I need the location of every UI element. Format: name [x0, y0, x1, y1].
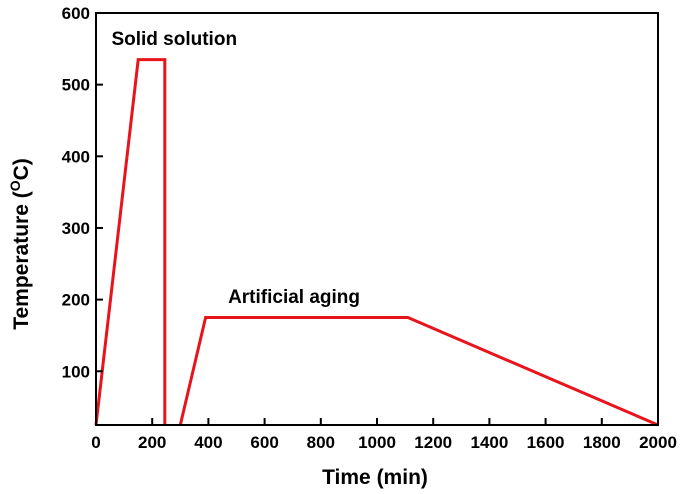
x-axis-ticks: 0 200 400 600 800 1000 1200 1400 1600 1800 2000 [91, 418, 677, 452]
y-axis-title-degree: O [7, 180, 23, 191]
annotation-1: Solid solution [111, 29, 237, 50]
y-tick-label: 300 [62, 219, 90, 238]
y-tick-label: 600 [62, 4, 90, 23]
series-line-2 [178, 316, 659, 427]
x-tick-label: 400 [194, 433, 222, 452]
plot-lines [94, 58, 659, 427]
x-tick-label: 0 [91, 433, 100, 452]
x-tick-label: 1200 [414, 433, 452, 452]
annotations: Solid solution Artificial aging [111, 29, 360, 308]
series-line-1 [94, 58, 167, 426]
x-tick-label: 1800 [583, 433, 621, 452]
x-tick-label: 2000 [639, 433, 677, 452]
x-tick-label: 200 [138, 433, 166, 452]
y-axis-ticks: 100 200 300 400 500 600 [62, 4, 103, 381]
y-axis-title-main: Temperature ( [10, 191, 33, 329]
x-tick-label: 1600 [527, 433, 565, 452]
x-tick-label: 1400 [470, 433, 508, 452]
y-tick-label: 200 [62, 291, 90, 310]
y-axis-title: Temperature (OC) [7, 158, 33, 330]
x-axis-title: Time (min) [322, 466, 428, 489]
x-tick-label: 600 [250, 433, 278, 452]
y-axis-title-end: C) [10, 158, 33, 180]
x-tick-label: 800 [307, 433, 335, 452]
y-tick-label: 100 [62, 362, 90, 381]
y-tick-label: 500 [62, 76, 90, 95]
annotation-2: Artificial aging [228, 287, 360, 308]
x-tick-label: 1000 [358, 433, 396, 452]
plot-frame [95, 12, 659, 426]
y-tick-label: 400 [62, 147, 90, 166]
